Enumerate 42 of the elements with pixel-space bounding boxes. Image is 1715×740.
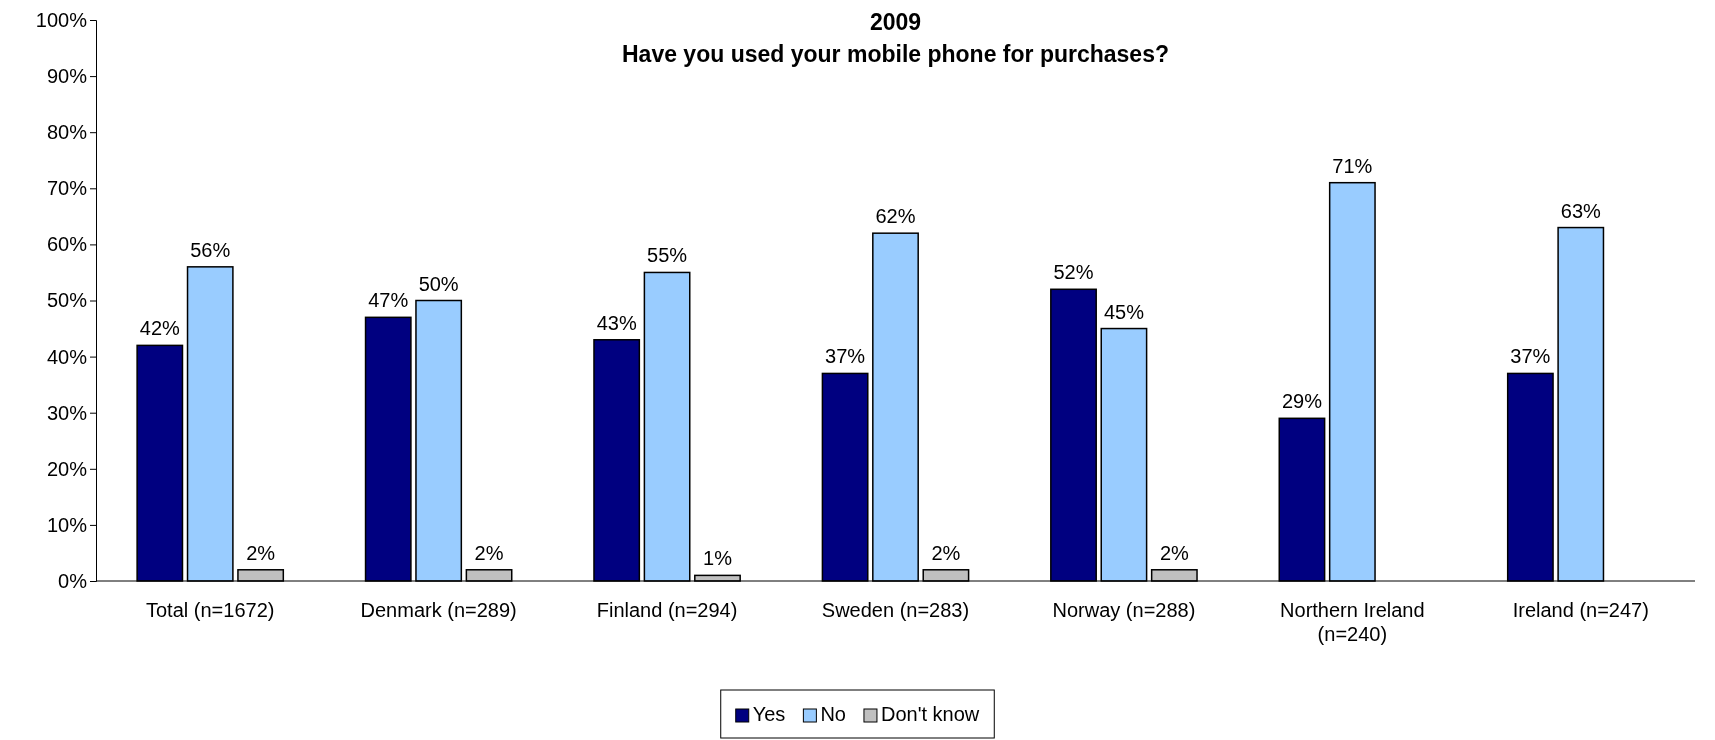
data-label: 62% (875, 205, 916, 228)
y-tick-label: 20% (46, 457, 88, 480)
data-label: 43% (596, 311, 637, 334)
data-label: 42% (139, 317, 181, 340)
data-label: 29% (1281, 390, 1323, 413)
y-tick-label: 50% (46, 289, 88, 312)
data-label: 2% (246, 541, 276, 564)
data-label: 37% (1510, 345, 1551, 368)
data-label: 63% (1560, 199, 1602, 222)
x-tick-label: Northern Ireland (n=240) (1280, 599, 1425, 645)
legend-label: Yes (752, 703, 786, 725)
chart-title: 2009 (869, 9, 922, 35)
data-label: 2% (474, 541, 504, 564)
x-tick-label: Finland (n=294) (596, 599, 738, 621)
y-tick-label: 100% (35, 8, 88, 31)
y-tick-label: 60% (46, 233, 88, 256)
data-label: 52% (1053, 261, 1094, 284)
data-label: 55% (647, 244, 688, 267)
data-label: 71% (1332, 154, 1373, 177)
legend-label: No (820, 703, 846, 725)
x-tick-label: Denmark (n=289) (360, 599, 517, 621)
data-label: 37% (825, 345, 866, 368)
y-tick-label: 90% (46, 65, 88, 87)
y-tick-label: 10% (46, 513, 88, 536)
data-label: 50% (418, 272, 459, 295)
y-tick-label: 30% (46, 401, 88, 424)
data-label: 56% (190, 238, 231, 261)
y-tick-label: 40% (46, 345, 88, 368)
x-tick-label: Ireland (n=247) (1512, 599, 1649, 621)
x-tick-label: Norway (n=288) (1052, 599, 1196, 621)
data-label: 1% (703, 547, 733, 570)
text: Have you used your mobile phone for purchases? (621, 41, 1170, 67)
data-label: 2% (931, 541, 961, 564)
data-label: 2% (1159, 541, 1190, 564)
y-tick-label: 80% (46, 121, 88, 144)
legend-label: Don't know (880, 703, 980, 725)
data-label: 47% (368, 289, 409, 312)
data-label: 45% (1103, 300, 1145, 323)
y-tick-label: 70% (46, 177, 88, 200)
x-tick-label: Total (n=1672) (146, 599, 275, 621)
x-tick-label: Sweden (n=283) (821, 599, 970, 621)
y-tick-label: 0% (58, 569, 88, 592)
